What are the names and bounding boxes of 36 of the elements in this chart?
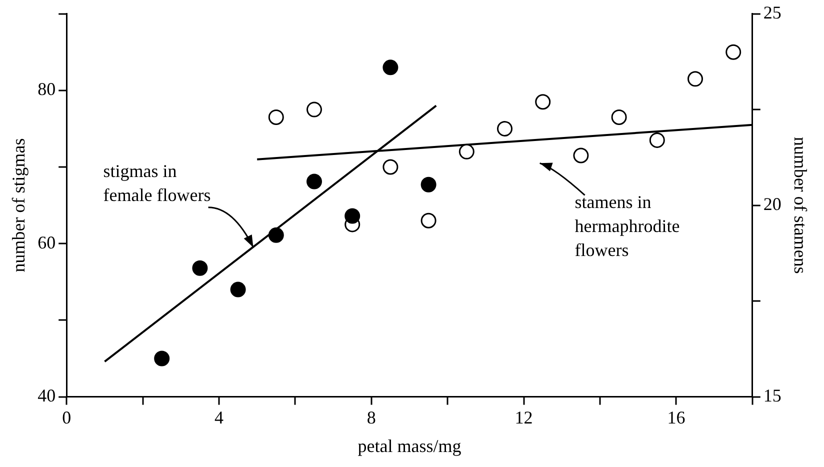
point [535, 94, 551, 110]
point [573, 148, 589, 164]
y2-tick-label: 15 [763, 386, 782, 406]
x-tick-label: 0 [62, 407, 72, 428]
point [382, 159, 398, 175]
point [420, 212, 436, 228]
point [306, 102, 322, 118]
point [306, 174, 322, 190]
y-axis-title: number of stigmas [8, 138, 29, 272]
point [230, 282, 246, 298]
point [611, 109, 627, 125]
point [268, 109, 284, 125]
y2-tick-label: 25 [763, 2, 782, 23]
x-tick-label: 4 [214, 407, 224, 428]
x-axis-title: petal mass/mg [358, 436, 462, 456]
point [382, 60, 398, 76]
point [268, 227, 284, 243]
point [726, 44, 742, 60]
y2-axis-title: number of stamens [790, 136, 810, 274]
point [688, 71, 703, 87]
x-tick-label: 8 [366, 407, 376, 428]
y-tick-label: 80 [38, 79, 56, 100]
point [649, 132, 665, 148]
y2-tick-label: 20 [763, 194, 782, 214]
annotation: stigmas in female flowers [103, 161, 211, 206]
point [420, 176, 436, 192]
point [458, 144, 474, 160]
y-tick-label: 40 [38, 386, 56, 406]
x-tick-label: 12 [514, 407, 533, 428]
y-tick-label: 60 [38, 232, 56, 252]
point [344, 208, 360, 224]
point [154, 350, 170, 366]
annotation: stamens in hermaphrodite flowers [574, 192, 680, 260]
point [192, 260, 208, 276]
x-tick-label: 16 [667, 407, 686, 428]
point [497, 120, 512, 136]
